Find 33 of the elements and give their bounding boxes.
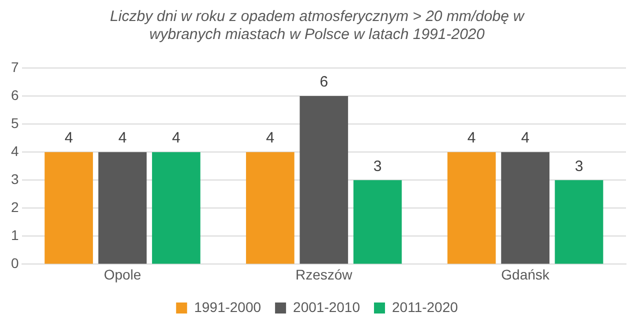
data-label: 4 — [64, 130, 73, 147]
y-tick-label: 3 — [10, 170, 19, 187]
x-tick-label: Gdańsk — [501, 266, 550, 282]
data-label: 6 — [320, 74, 328, 91]
data-label: 3 — [574, 158, 584, 175]
data-label: 4 — [467, 130, 476, 147]
y-tick-label: 7 — [10, 58, 19, 75]
x-tick-label: Opole — [104, 266, 142, 282]
bar — [44, 152, 93, 264]
bar — [353, 180, 402, 264]
data-label: 3 — [373, 158, 382, 175]
bar — [152, 152, 200, 264]
bar — [447, 152, 496, 264]
y-tick-label: 0 — [10, 255, 19, 272]
bar — [501, 152, 550, 264]
legend-label: 2011-2020 — [392, 298, 458, 315]
data-label: 4 — [118, 130, 127, 147]
bar — [98, 152, 147, 264]
y-tick-label: 4 — [10, 142, 19, 159]
data-label: 4 — [172, 130, 180, 147]
y-tick-label: 6 — [10, 86, 19, 103]
chart-title: Liczby dni w roku z opadem atmosferycznym > 20 mm/dobę w wybranych miastach w Polsce w latach 1991-2020 — [110, 8, 526, 44]
bar — [554, 180, 604, 264]
legend-label: 2001-2010 — [293, 298, 360, 315]
y-tick-label: 1 — [10, 227, 19, 244]
bar — [246, 152, 294, 264]
data-label: 4 — [521, 130, 530, 147]
y-tick-label: 2 — [10, 199, 19, 215]
data-label: 4 — [266, 130, 274, 147]
x-tick-label: Rzeszów — [295, 266, 354, 282]
legend-label: 1991-2000 — [194, 298, 262, 315]
bar — [300, 96, 348, 264]
y-tick-label: 5 — [10, 114, 19, 131]
